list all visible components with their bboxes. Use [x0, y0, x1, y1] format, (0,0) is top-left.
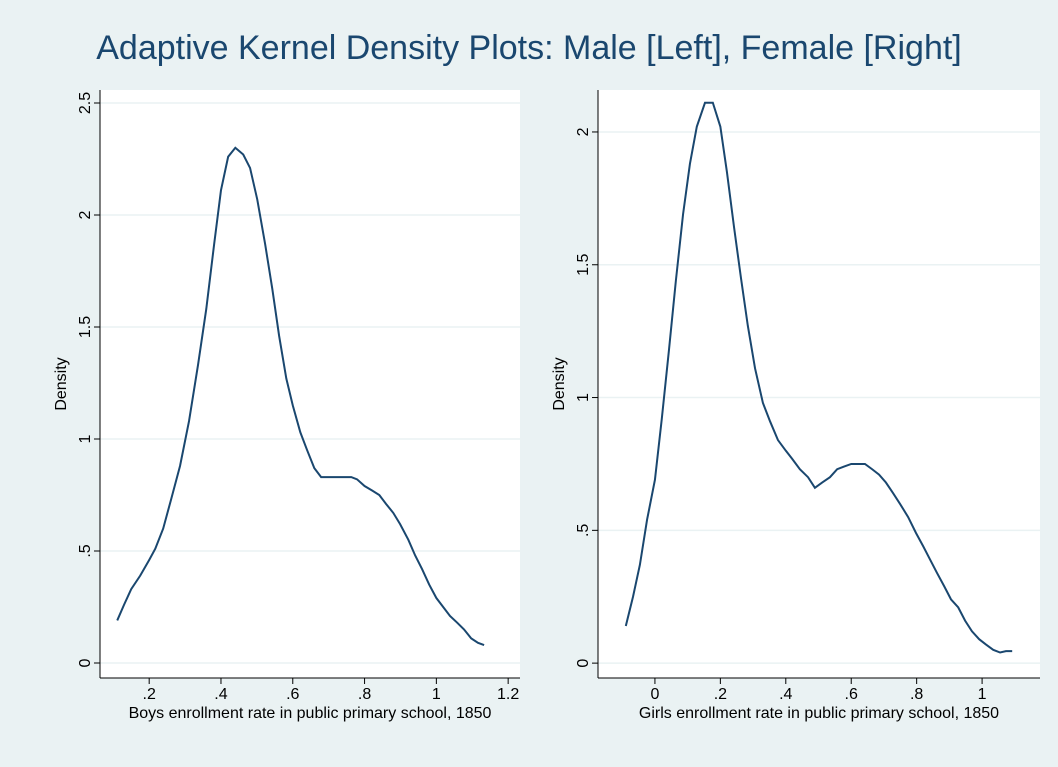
- x-tick-label: 1: [432, 686, 441, 703]
- y-axis-label: Density: [53, 357, 70, 410]
- y-tick-label: 2: [77, 210, 94, 219]
- x-tick-label: .8: [910, 686, 923, 703]
- x-tick-label: 1: [978, 686, 987, 703]
- y-tick-label: 1: [575, 393, 592, 402]
- y-tick-label: 0: [575, 659, 592, 668]
- plot-area: [598, 90, 1040, 678]
- figure-title: Adaptive Kernel Density Plots: Male [Lef…: [96, 29, 962, 67]
- x-tick-label: .4: [779, 686, 792, 703]
- plot-area: [100, 90, 520, 678]
- y-tick-label: 2: [575, 127, 592, 136]
- x-tick-label: .2: [143, 686, 156, 703]
- x-tick-label: 1.2: [497, 686, 519, 703]
- y-tick-label: 0: [77, 658, 94, 667]
- x-axis-label: Girls enrollment rate in public primary …: [639, 705, 999, 722]
- x-tick-label: 0: [650, 686, 659, 703]
- y-tick-label: 1: [77, 434, 94, 443]
- y-tick-label: 1.5: [77, 316, 94, 338]
- x-tick-label: .6: [845, 686, 858, 703]
- x-tick-label: .6: [286, 686, 299, 703]
- y-tick-label: .5: [575, 524, 592, 537]
- y-tick-label: 2.5: [77, 92, 94, 114]
- density-line: [624, 101, 1013, 654]
- y-tick-label: .5: [77, 544, 94, 557]
- density-line: [116, 146, 485, 647]
- x-axis-label: Boys enrollment rate in public primary s…: [129, 705, 492, 722]
- y-tick-label: 1.5: [575, 254, 592, 276]
- y-axis-label: Density: [551, 357, 568, 410]
- x-tick-label: .2: [714, 686, 727, 703]
- x-tick-label: .4: [214, 686, 227, 703]
- x-tick-label: .8: [358, 686, 371, 703]
